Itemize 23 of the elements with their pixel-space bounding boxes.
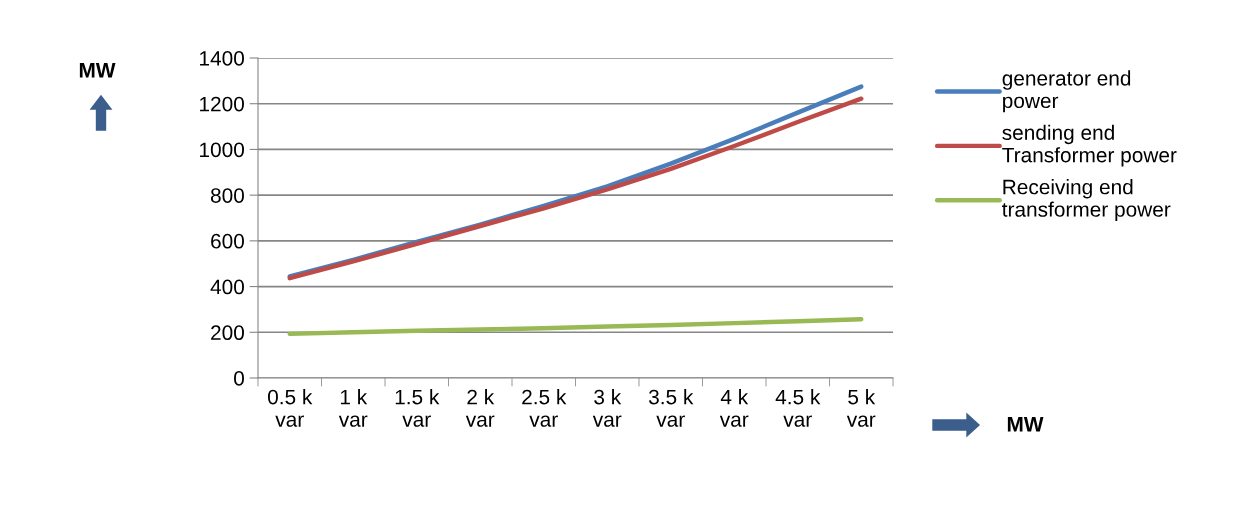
x-tick-label: 0.5 k var [267,389,313,427]
legend-label: sending end Transformer power [1002,124,1177,167]
x-tick-label: 1 k var [338,389,368,427]
x-tick-label: 2 k var [465,389,495,427]
x-tick-label: 4.5 k var [775,389,821,427]
text: MW [1007,417,1044,432]
y-tick-label: 400 [210,279,244,295]
y-tick-label: 200 [211,325,244,341]
y-axis-title: MW [79,63,116,78]
legend-label: Receiving end transformer power [1002,179,1171,221]
y-tick-label: 800 [210,188,244,203]
y-tick-label: 1400 [200,51,244,66]
line-series [287,317,864,337]
x-tick-label: 1.5 k var [395,389,440,427]
x-tick-label: 5 k var [846,389,876,427]
x-tick-label: 3 k var [592,389,622,427]
x-tick-label: 3.5 k var [648,389,694,427]
y-tick-label: 1200 [200,96,244,112]
y-tick-label: 600 [211,233,244,249]
x-tick-label: 4 k var [719,389,749,427]
y-tick-label: 1000 [200,142,244,158]
x-tick-label: 2.5 k var [522,389,567,427]
y-tick-label: 0 [234,371,244,386]
